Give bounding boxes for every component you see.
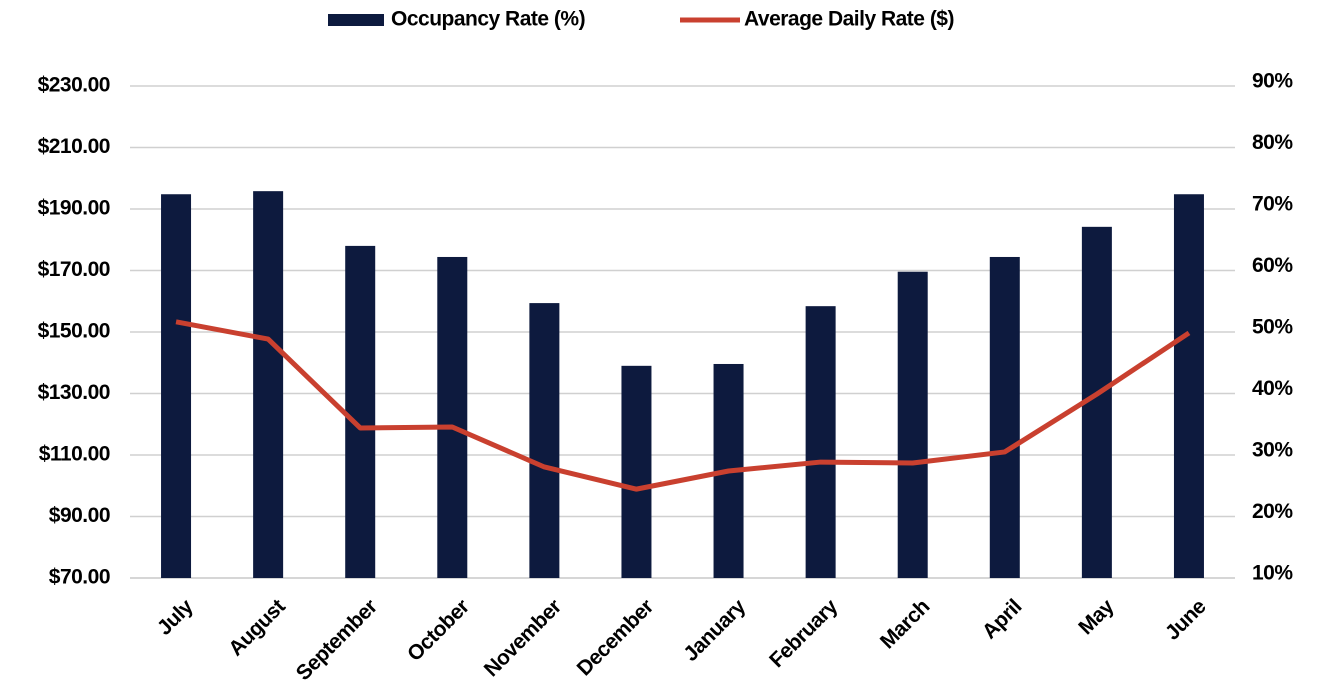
y2-tick-label: 50% xyxy=(1252,316,1293,339)
y-tick-label: $130.00 xyxy=(38,381,110,404)
x-tick-label: April xyxy=(978,595,1026,643)
legend-swatch xyxy=(328,14,384,26)
bar xyxy=(529,303,560,578)
x-tick-label: September xyxy=(292,595,382,685)
y2-tick-label: 20% xyxy=(1252,500,1293,523)
bar xyxy=(805,306,836,578)
bar xyxy=(345,245,376,578)
x-tick-label: January xyxy=(679,595,750,666)
y2-tick-label: 30% xyxy=(1252,439,1293,462)
x-tick-label: July xyxy=(153,595,198,640)
y2-tick-label: 70% xyxy=(1252,193,1293,216)
x-tick-label: June xyxy=(1161,595,1211,645)
y2-tick-label: 60% xyxy=(1252,254,1293,277)
y-tick-label: $190.00 xyxy=(38,197,110,220)
x-tick-label: November xyxy=(480,595,566,681)
x-tick-label: August xyxy=(224,595,290,661)
y2-tick-label: 80% xyxy=(1252,131,1293,154)
bar xyxy=(1173,194,1204,579)
x-tick-label: February xyxy=(765,595,843,673)
legend-label: Average Daily Rate ($) xyxy=(744,8,954,31)
bar xyxy=(897,271,928,578)
bar xyxy=(989,256,1020,578)
x-tick-label: May xyxy=(1074,595,1119,640)
y-tick-label: $150.00 xyxy=(38,320,110,343)
bar xyxy=(621,365,652,578)
x-tick-label: October xyxy=(403,595,474,666)
bar xyxy=(161,194,192,579)
y-tick-label: $210.00 xyxy=(38,135,110,158)
x-tick-label: March xyxy=(876,595,934,653)
bar xyxy=(437,256,468,578)
y-tick-label: $170.00 xyxy=(38,258,110,281)
x-tick-label: December xyxy=(573,595,658,680)
y2-tick-label: 10% xyxy=(1252,562,1293,585)
y-tick-label: $90.00 xyxy=(49,504,110,527)
y-tick-label: $110.00 xyxy=(39,443,110,466)
line xyxy=(175,319,1191,492)
bar xyxy=(253,191,284,579)
y-tick-label: $70.00 xyxy=(49,566,110,589)
legend-label: Occupancy Rate (%) xyxy=(391,8,585,31)
y-tick-label: $230.00 xyxy=(38,74,110,97)
y2-tick-label: 90% xyxy=(1252,70,1293,93)
y2-tick-label: 40% xyxy=(1252,377,1293,400)
